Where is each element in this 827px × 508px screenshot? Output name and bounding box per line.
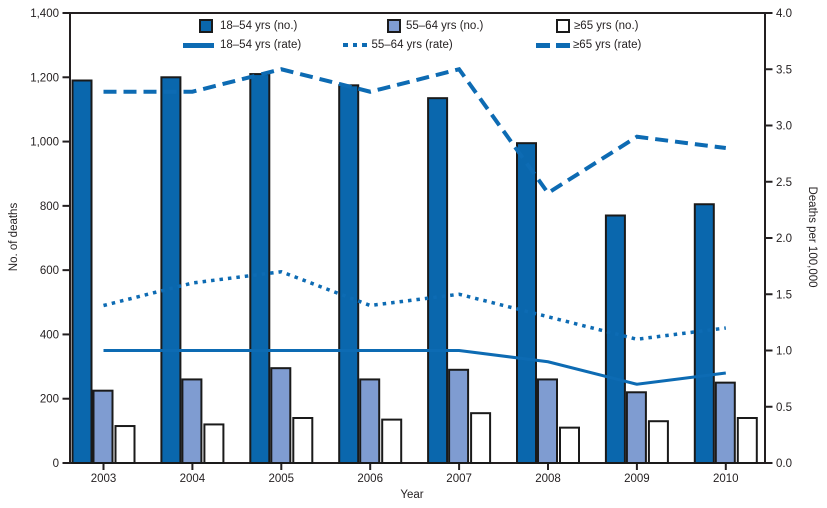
y-left-tick-label: 1,400	[30, 8, 59, 20]
bars-18-54-bar	[338, 84, 360, 464]
y-left-tick-label: 1,000	[30, 137, 59, 149]
legend-swatch-dashed-line	[536, 42, 570, 48]
x-tick-label: 2004	[180, 473, 206, 485]
y-right-tick-label: 3.0	[776, 121, 792, 133]
y-axis-title-right: Deaths per 100,000	[806, 186, 818, 288]
x-tick-label: 2005	[269, 473, 295, 485]
bars-65plus-bar	[470, 412, 492, 464]
y-right-tick-label: 2.0	[776, 233, 792, 245]
y-right-tick-label: 4.0	[776, 8, 792, 20]
x-tick-label: 2003	[91, 473, 117, 485]
bars-55-64-bar	[359, 378, 381, 464]
x-tick-label: 2010	[713, 473, 739, 485]
y-left-tick-label: 800	[40, 201, 59, 213]
legend-item-55-64-rate: 55–64 yrs (rate)	[343, 38, 453, 52]
legend-item-65plus-rate: ≥65 yrs (rate)	[536, 38, 641, 52]
x-axis-title: Year	[400, 489, 424, 501]
y-left-tick-label: 0	[53, 458, 59, 470]
bars-65plus-bar	[381, 418, 403, 465]
bars-18-54-bar	[160, 76, 182, 465]
legend-item-18-54-no: 18–54 yrs (no.)	[199, 19, 297, 33]
bars-55-64-bar	[448, 368, 470, 464]
bars-65plus-bar	[114, 425, 136, 464]
y-right-tick-label: 1.0	[776, 346, 792, 358]
bars-18-54-bar	[516, 142, 537, 465]
legend-item-55-64-no: 55–64 yrs (no.)	[387, 19, 483, 33]
legend-label: 18–54 yrs (no.)	[220, 20, 298, 32]
legend-label: ≥65 yrs (no.)	[574, 20, 639, 32]
y-left-tick-label: 600	[40, 265, 59, 277]
bars-55-64-bar	[181, 378, 203, 464]
bars-18-54-bar	[693, 203, 715, 464]
legend-swatch-white-bar	[556, 19, 570, 33]
y-axis-title-left: No. of deaths	[8, 202, 20, 272]
bars-65plus-bar	[559, 426, 580, 464]
legend-label: 55–64 yrs (no.)	[406, 20, 484, 32]
y-left-tick-label: 400	[40, 329, 59, 341]
bars-55-64-bar	[625, 391, 647, 464]
legend-label: ≥65 yrs (rate)	[573, 39, 642, 51]
legend-swatch-solid-line	[183, 42, 214, 48]
rate-18-54-line	[103, 349, 726, 386]
bars-55-64-bar	[270, 367, 292, 464]
y-right-tick-label: 1.5	[776, 289, 792, 301]
y-left-tick-label: 1,200	[30, 72, 59, 84]
x-tick-label: 2006	[357, 473, 383, 485]
legend-swatch-dark-bar	[199, 19, 213, 33]
y-left-tick-label: 200	[40, 394, 59, 406]
x-tick-label: 2009	[624, 473, 650, 485]
bars-65plus-bar	[292, 417, 314, 464]
bars-18-54-bar	[71, 79, 93, 464]
y-right-tick-label: 0.0	[776, 458, 792, 470]
x-tick-label: 2007	[446, 473, 472, 485]
rate-65plus-line	[103, 66, 727, 196]
legend-item-65plus-no: ≥65 yrs (no.)	[556, 19, 638, 33]
legend-swatch-dotted-line	[343, 42, 367, 48]
bars-65plus-bar	[647, 420, 669, 465]
bars-55-64-bar	[714, 381, 736, 464]
bars-65plus-bar	[203, 423, 225, 464]
rate-55-64-line	[103, 269, 727, 342]
legend-label: 18–54 yrs (rate)	[220, 39, 302, 51]
bars-18-54-bar	[604, 214, 626, 464]
bars-55-64-bar	[537, 378, 558, 464]
bars-55-64-bar	[92, 389, 114, 464]
legend-swatch-light-bar	[387, 19, 401, 33]
y-right-tick-label: 0.5	[776, 402, 792, 414]
bars-18-54-bar	[427, 97, 449, 465]
bars-65plus-bar	[736, 417, 758, 464]
bars-18-54-bar	[249, 73, 271, 464]
y-right-tick-label: 2.5	[776, 177, 792, 189]
y-right-tick-label: 3.5	[776, 64, 792, 76]
x-tick-label: 2008	[535, 473, 561, 485]
legend-item-18-54-rate: 18–54 yrs (rate)	[183, 38, 301, 52]
legend-label: 55–64 yrs (rate)	[371, 39, 453, 51]
